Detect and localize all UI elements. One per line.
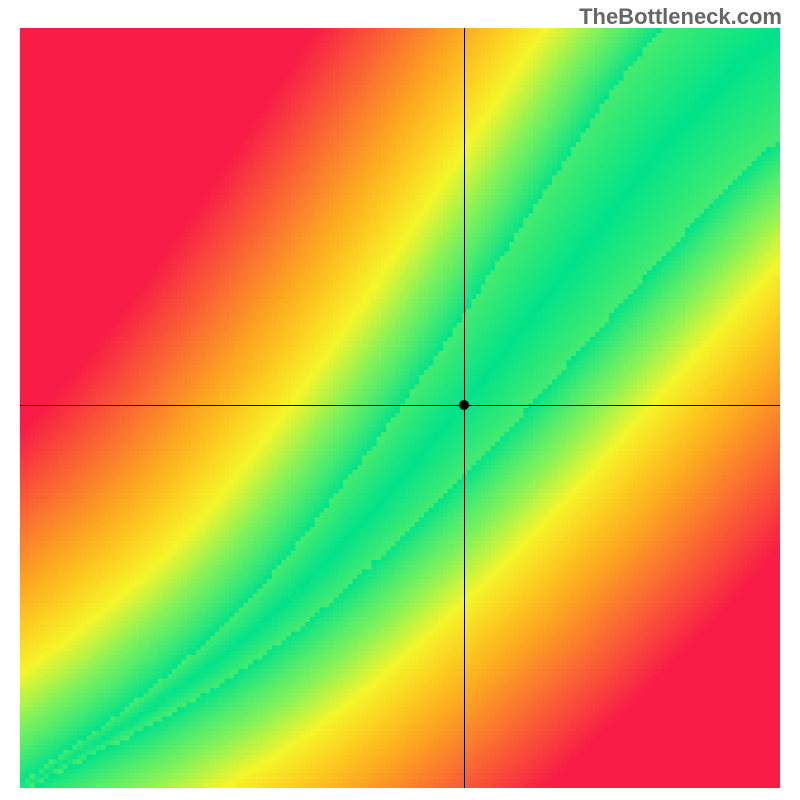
chart-container: TheBottleneck.com [0,0,800,800]
heatmap-plot [20,28,780,788]
crosshair-marker [459,400,469,410]
watermark-text: TheBottleneck.com [579,4,782,30]
heatmap-canvas [20,28,780,788]
crosshair-horizontal [20,405,780,406]
